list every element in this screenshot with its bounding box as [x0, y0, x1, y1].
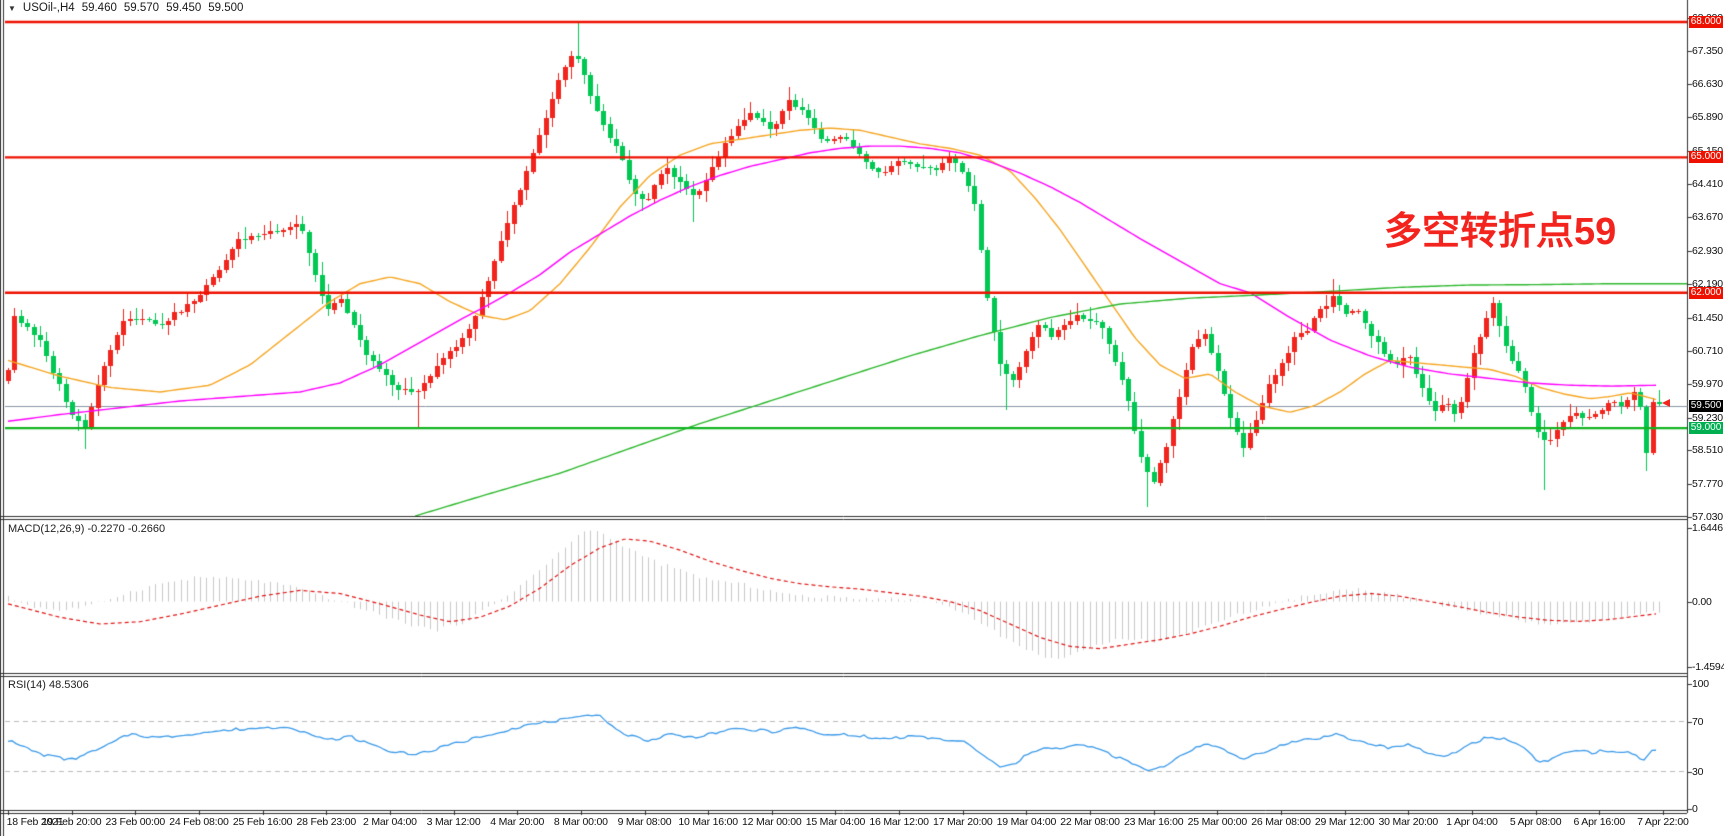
price-tag[interactable]: 59.500: [1689, 399, 1723, 412]
time-label: 15 Mar 04:00: [805, 816, 866, 828]
time-label: 5 Apr 08:00: [1509, 816, 1562, 828]
time-label: 24 Feb 08:00: [169, 816, 229, 828]
price-tick-label: 59.230: [1692, 411, 1723, 424]
time-label: 29 Mar 12:00: [1314, 816, 1375, 828]
price-tick-label: 63.670: [1692, 211, 1723, 224]
price-tag[interactable]: 65.000: [1689, 151, 1723, 164]
time-label: 4 Mar 20:00: [490, 816, 545, 828]
price-tag[interactable]: 62.000: [1689, 286, 1723, 299]
price-tick-label: 60.710: [1692, 344, 1723, 357]
annotation-text: 多空转折点59: [1384, 211, 1617, 253]
quote-high: 59.570: [123, 2, 160, 14]
rsi-axis-label: 30: [1692, 765, 1704, 778]
rsi-indicator-label: RSI(14) 48.5306: [8, 679, 89, 691]
price-tick-label: 65.890: [1692, 111, 1723, 124]
time-label: 8 Mar 00:00: [553, 816, 608, 828]
time-label: 10 Mar 16:00: [678, 816, 738, 828]
price-tick-label: 62.930: [1692, 244, 1723, 257]
time-label: 2 Mar 04:00: [362, 816, 417, 828]
price-tick-label: 58.510: [1692, 444, 1723, 457]
time-label: 19 Mar 04:00: [996, 816, 1057, 828]
time-label: 19 Feb 20:00: [41, 816, 102, 828]
time-label: 26 Mar 08:00: [1251, 816, 1311, 828]
price-tick-label: 57.030: [1692, 510, 1723, 523]
time-label: 18 Feb 2021: [6, 816, 64, 828]
time-label: 30 Mar 20:00: [1378, 816, 1439, 828]
time-label: 16 Mar 12:00: [869, 816, 929, 828]
price-tick-label: 67.350: [1692, 45, 1723, 58]
time-label: 17 Mar 20:00: [933, 816, 993, 828]
quote-close: 59.500: [208, 2, 244, 14]
price-tag[interactable]: 68.000: [1689, 16, 1723, 28]
time-label: 7 Apr 22:00: [1637, 816, 1689, 828]
time-label: 1 Apr 04:00: [1446, 816, 1498, 828]
macd-axis-label: -1.4594: [1692, 660, 1724, 673]
time-label: 9 Mar 08:00: [617, 816, 672, 828]
chart-legend: ▼ USOil-,H4 59.460 59.570 59.450 59.500: [8, 2, 243, 14]
time-label: 22 Mar 08:00: [1060, 816, 1120, 828]
time-label: 23 Mar 16:00: [1123, 816, 1184, 828]
price-tick-label: 59.970: [1692, 378, 1723, 391]
time-label: 6 Apr 16:00: [1573, 816, 1625, 828]
price-tick-label: 57.770: [1692, 477, 1723, 490]
quote-low: 59.450: [166, 2, 202, 14]
price-tick-label: 64.410: [1692, 177, 1723, 190]
time-label: 23 Feb 00:00: [105, 816, 166, 828]
rsi-axis-label: 0: [1692, 803, 1698, 815]
price-tick-label: 66.630: [1692, 77, 1723, 90]
symbol-period-label: USOil-,H4: [22, 2, 75, 14]
time-label: 25 Feb 16:00: [232, 816, 293, 828]
price-tick-label: 61.450: [1692, 311, 1723, 324]
time-label: 3 Mar 12:00: [426, 816, 481, 828]
collapse-chevron-icon[interactable]: ▼: [8, 3, 16, 13]
macd-axis-label: 0.00: [1692, 595, 1712, 608]
price-tag[interactable]: 59.000: [1689, 422, 1723, 435]
time-label: 25 Mar 00:00: [1187, 816, 1248, 828]
time-label: 28 Feb 23:00: [296, 816, 357, 828]
macd-indicator-label: MACD(12,26,9) -0.2270 -0.2660: [8, 523, 166, 535]
price-arrow-icon: [1662, 398, 1670, 407]
rsi-axis-label: 70: [1692, 715, 1704, 728]
time-label: 12 Mar 00:00: [742, 816, 802, 828]
rsi-axis-label: 100: [1692, 678, 1709, 690]
macd-axis-label: 1.6446: [1692, 521, 1723, 534]
quote-open: 59.460: [81, 2, 117, 14]
